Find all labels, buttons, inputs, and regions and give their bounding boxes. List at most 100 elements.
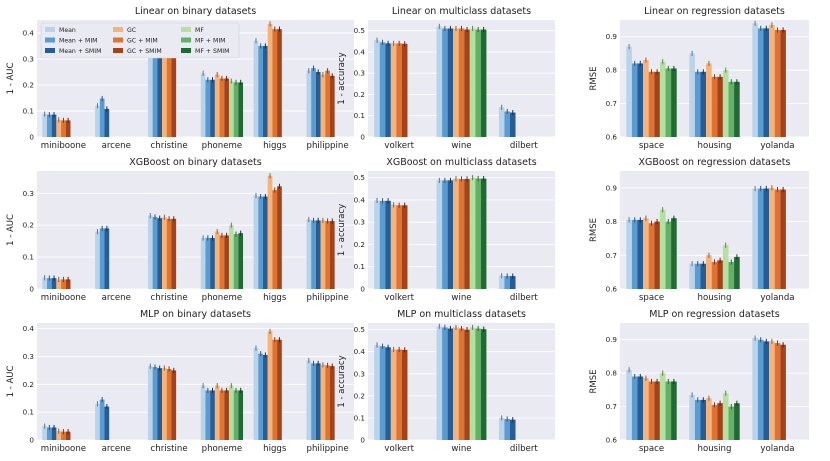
y-tick-label: 0.3 bbox=[354, 218, 365, 227]
bar bbox=[200, 237, 206, 289]
y-tick-label: 0.7 bbox=[606, 402, 617, 411]
y-axis-label: 1 - accuracy bbox=[337, 355, 347, 407]
y-tick-label: 0.1 bbox=[23, 107, 34, 116]
bar bbox=[219, 390, 225, 440]
bar bbox=[689, 53, 695, 137]
bar bbox=[401, 205, 408, 289]
bar bbox=[728, 262, 735, 289]
y-tick-label: 0 bbox=[360, 133, 365, 142]
bar bbox=[631, 219, 638, 289]
y-tick-label: 0.3 bbox=[23, 189, 34, 198]
bar bbox=[99, 98, 105, 137]
bar bbox=[706, 398, 712, 440]
bar bbox=[390, 43, 397, 137]
bar bbox=[700, 71, 707, 137]
x-tick-label: dilbert bbox=[510, 141, 539, 151]
bar bbox=[453, 28, 459, 137]
bar bbox=[104, 108, 110, 137]
x-tick-label: phoneme bbox=[202, 293, 243, 303]
x-tick-label: wine bbox=[451, 141, 471, 151]
bar bbox=[95, 105, 100, 137]
legend-label: Mean + SMIM bbox=[59, 48, 101, 55]
plot-area bbox=[37, 171, 354, 289]
bar bbox=[205, 79, 211, 137]
bar bbox=[171, 370, 177, 440]
bar bbox=[51, 278, 57, 289]
bar bbox=[665, 221, 672, 289]
bar bbox=[267, 23, 273, 137]
bar bbox=[325, 365, 330, 440]
bar bbox=[166, 368, 172, 440]
bar bbox=[171, 218, 177, 289]
bar bbox=[436, 180, 443, 289]
chart-title: XGBoost on binary datasets bbox=[129, 157, 262, 168]
chart-panel-4: 0 0.1 0.2 0.3 0.4 0.5 volkert wine dilbert XGBoos… bbox=[337, 157, 555, 303]
y-tick-label: 0 bbox=[360, 436, 365, 445]
y-axis-label: RMSE bbox=[589, 218, 599, 242]
x-tick-label: phoneme bbox=[202, 141, 243, 151]
x-tick-label: housing bbox=[698, 293, 732, 303]
y-tick-label: 0.2 bbox=[23, 380, 34, 389]
bar bbox=[374, 345, 380, 440]
bar bbox=[626, 46, 632, 137]
bar bbox=[228, 385, 234, 440]
x-tick-label: higgs bbox=[263, 293, 287, 303]
bar bbox=[722, 245, 729, 289]
bar bbox=[401, 349, 408, 440]
bar bbox=[238, 82, 244, 137]
bar bbox=[311, 363, 316, 440]
chart-panel-6: 0 0.1 0.2 0.3 0.4 miniboone arcene christine pho… bbox=[6, 309, 354, 454]
bar bbox=[258, 196, 264, 289]
legend-swatch bbox=[113, 37, 123, 43]
y-tick-label: 0.6 bbox=[606, 133, 618, 142]
y-tick-label: 0.7 bbox=[606, 251, 617, 260]
bar bbox=[401, 43, 408, 137]
y-tick-label: 0.2 bbox=[354, 391, 365, 400]
y-axis-label: RMSE bbox=[589, 369, 599, 393]
x-tick-label: christine bbox=[151, 444, 188, 454]
bar bbox=[648, 223, 655, 289]
bar bbox=[453, 178, 459, 289]
legend: Mean Mean + MIM Mean + SMIM GC GC + MIM GC + … bbox=[40, 22, 240, 59]
bar bbox=[267, 331, 273, 440]
bar bbox=[306, 219, 312, 289]
bar bbox=[46, 278, 52, 289]
y-axis-label: 1 - accuracy bbox=[337, 204, 347, 256]
bar bbox=[774, 343, 781, 440]
bar bbox=[65, 279, 71, 289]
bar bbox=[757, 339, 764, 440]
y-tick-label: 0.4 bbox=[354, 47, 366, 56]
bar bbox=[728, 406, 735, 440]
legend-swatch bbox=[45, 37, 55, 43]
bar bbox=[379, 346, 386, 440]
bar bbox=[233, 234, 239, 289]
bar bbox=[224, 235, 229, 289]
bar bbox=[205, 237, 211, 289]
bar bbox=[238, 233, 244, 289]
bar bbox=[315, 220, 321, 289]
y-tick-label: 0.8 bbox=[606, 66, 618, 75]
bar bbox=[238, 390, 244, 440]
bar bbox=[267, 175, 273, 289]
legend-label: GC + SMIM bbox=[127, 48, 162, 55]
y-tick-label: 0.7 bbox=[606, 99, 617, 108]
bar bbox=[46, 114, 52, 137]
bar bbox=[171, 51, 177, 138]
y-tick-label: 0.9 bbox=[606, 335, 618, 344]
chart-panel-3: 0 0.1 0.2 0.3 miniboone arcene christine phonem… bbox=[6, 157, 354, 303]
bar bbox=[498, 107, 505, 137]
chart-title: XGBoost on multiclass datasets bbox=[386, 157, 536, 168]
bar bbox=[51, 114, 57, 137]
bar bbox=[436, 26, 443, 137]
bar bbox=[509, 112, 516, 137]
bar bbox=[504, 276, 510, 289]
x-tick-label: wine bbox=[451, 444, 471, 454]
bar bbox=[734, 403, 740, 440]
x-tick-label: christine bbox=[151, 293, 188, 303]
bar bbox=[659, 373, 666, 440]
chart-panel-5: 0.6 0.7 0.8 0.9 space housing yolanda XGBoost o… bbox=[589, 157, 809, 303]
bar bbox=[147, 215, 153, 289]
bar bbox=[464, 329, 470, 440]
chart-panel-7: 0 0.1 0.2 0.3 0.4 0.5 volkert wine dilbert MLP on… bbox=[337, 309, 555, 454]
